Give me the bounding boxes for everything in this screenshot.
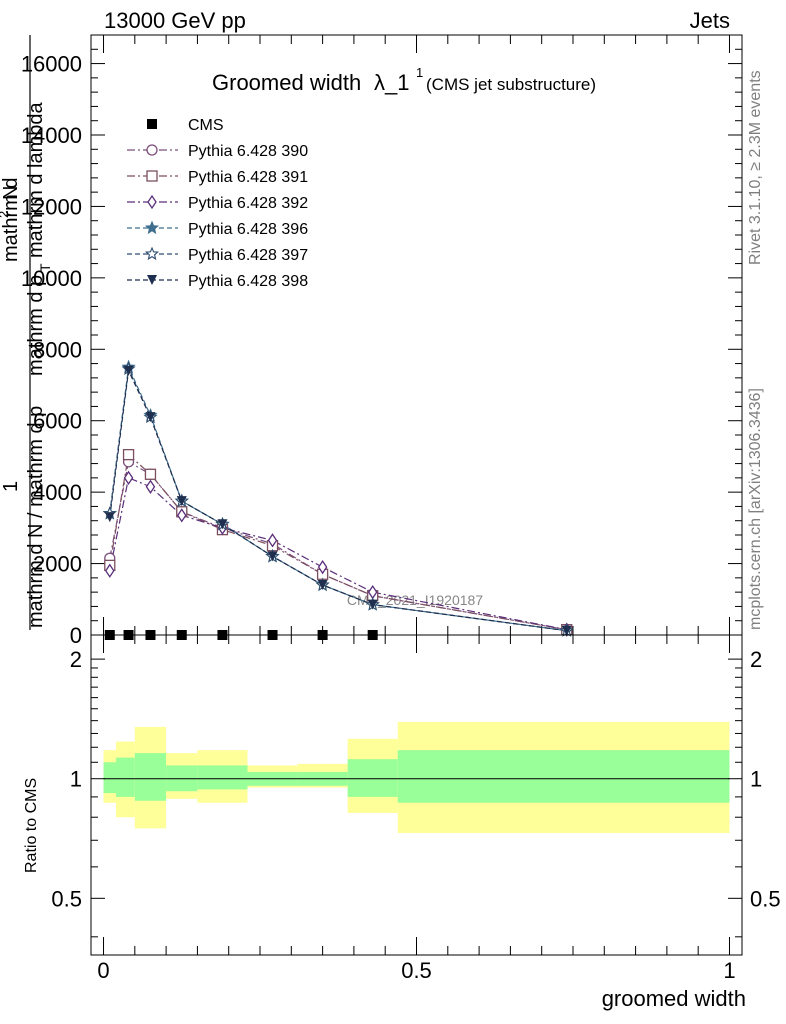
data-point-series-3 <box>145 479 156 494</box>
data-point-series-3 <box>104 563 115 578</box>
legend-marker <box>147 119 157 129</box>
y-label-denom: mathrm d N / mathrm d p <box>25 406 47 628</box>
y-label-lambda: mathrm d lambda <box>25 102 47 258</box>
y-tick-label: 12000 <box>21 194 82 219</box>
legend-label: Pythia 6.428 392 <box>188 195 308 212</box>
data-point-series-6 <box>561 625 572 636</box>
ratio-band-inner <box>103 762 117 794</box>
plot-title: Groomed width λ_1 1 (CMS jet substructur… <box>212 65 596 95</box>
legend-marker <box>147 275 157 285</box>
data-point-series-2 <box>122 448 135 461</box>
legend-marker <box>147 194 157 210</box>
data-point-series-3 <box>317 559 328 575</box>
ratio-y-axis: 0.5 0.5 1 1 2 2 <box>51 647 781 938</box>
y-tick-label: 6000 <box>33 409 82 434</box>
watermark: CMS_2021_I1920187 <box>347 592 483 608</box>
data-point-series-6 <box>145 412 156 423</box>
main-y-axis: 0 2000 4000 6000 8000 10000 12000 14000 16000 <box>21 48 742 648</box>
x-axis-label: groomed width <box>602 986 746 1011</box>
ratio-band-inner <box>197 765 248 790</box>
title-symbol: λ_1 <box>374 70 409 95</box>
ratio-x-axis: 0 0.5 1 <box>97 635 736 983</box>
data-point-series-6 <box>104 512 115 523</box>
y-tick-label: 4000 <box>33 480 82 505</box>
y-label-t-sub: T <box>37 263 53 272</box>
data-point-series-3 <box>267 533 278 548</box>
legend: CMS Pythia 6.428 390 Pythia 6.428 391 Pythi… <box>127 117 308 290</box>
title-sub: (CMS jet substructure) <box>426 75 596 94</box>
main-y-label: 1 mathrm d N / mathrm d p mathrm d p T m… <box>0 35 53 630</box>
ratio-y-label: Ratio to CMS <box>23 778 40 873</box>
legend-label: Pythia 6.428 397 <box>188 247 308 264</box>
ratio-band-inner <box>134 753 167 801</box>
header-right: Jets <box>690 8 730 33</box>
ratio-y-tick-label-right: 0.5 <box>750 886 781 911</box>
data-point-series-6 <box>317 580 328 590</box>
y-label-num-sup: 2 <box>0 211 11 218</box>
series-markers <box>102 359 574 640</box>
legend-label: CMS <box>188 117 224 134</box>
y-tick-label: 10000 <box>21 266 82 291</box>
header-left: 13000 GeV pp <box>104 8 246 33</box>
ratio-y-tick-label-right: 2 <box>750 647 762 672</box>
series-line-1 <box>109 460 567 631</box>
ratio-y-tick-label: 1 <box>70 767 82 792</box>
x-tick-label: 1 <box>723 958 735 983</box>
legend-label: Pythia 6.428 390 <box>188 143 308 160</box>
ratio-bands <box>103 721 730 834</box>
y-tick-label: 2000 <box>33 552 82 577</box>
x-tick-label: 0.5 <box>401 958 432 983</box>
main-x-ticks <box>103 35 730 635</box>
x-tick-label: 0 <box>97 958 109 983</box>
y-label-one: 1 <box>0 481 22 492</box>
y-tick-label: 14000 <box>21 123 82 148</box>
legend-label: Pythia 6.428 391 <box>188 169 308 186</box>
data-point-series-6 <box>367 599 378 610</box>
ratio-y-tick-label: 2 <box>70 647 82 672</box>
title-sup: 1 <box>416 65 423 80</box>
ratio-band-inner <box>347 759 398 797</box>
y-label-num-tail: N <box>0 186 22 200</box>
ratio-y-tick-label: 0.5 <box>51 886 82 911</box>
y-label-denom-tail: mathrm d p <box>25 275 47 376</box>
legend-label: Pythia 6.428 398 <box>188 273 308 290</box>
y-tick-label: 8000 <box>33 337 82 362</box>
ratio-band-inner <box>397 750 730 803</box>
data-point-series-6 <box>123 365 134 376</box>
data-point-series-6 <box>267 551 278 562</box>
data-point-series-2 <box>144 468 157 480</box>
y-label-num: mathrm d <box>0 178 22 262</box>
data-point-series-6 <box>217 519 228 530</box>
rivet-label: Rivet 3.1.10, ≥ 2.3M events <box>747 70 764 265</box>
legend-label: Pythia 6.428 396 <box>188 221 308 238</box>
legend-marker <box>146 170 158 182</box>
main-plot: 0 2000 4000 6000 8000 10000 12000 14000 16000 CM… <box>21 34 743 648</box>
data-point-series-3 <box>123 470 134 486</box>
data-point-series-6 <box>176 496 187 507</box>
ratio-y-tick-label-right: 1 <box>750 767 762 792</box>
series-line-2 <box>109 453 567 631</box>
mcplots-label: mcplots.cern.ch [arXiv:1306.3436] <box>747 388 764 630</box>
data-point-series-3 <box>176 508 187 523</box>
series-line-6 <box>109 368 567 632</box>
ratio-plot: 0.5 0.51 12 2 0 0.5 1 Ratio to CMS groomed wi… <box>23 634 781 1011</box>
ratio-band-inner <box>116 757 135 797</box>
y-tick-label: 16000 <box>21 52 82 77</box>
legend-marker <box>144 246 160 261</box>
title-main: Groomed width <box>212 70 361 95</box>
legend-marker <box>144 220 160 235</box>
y-tick-label: 0 <box>70 623 82 648</box>
legend-marker <box>146 144 158 156</box>
